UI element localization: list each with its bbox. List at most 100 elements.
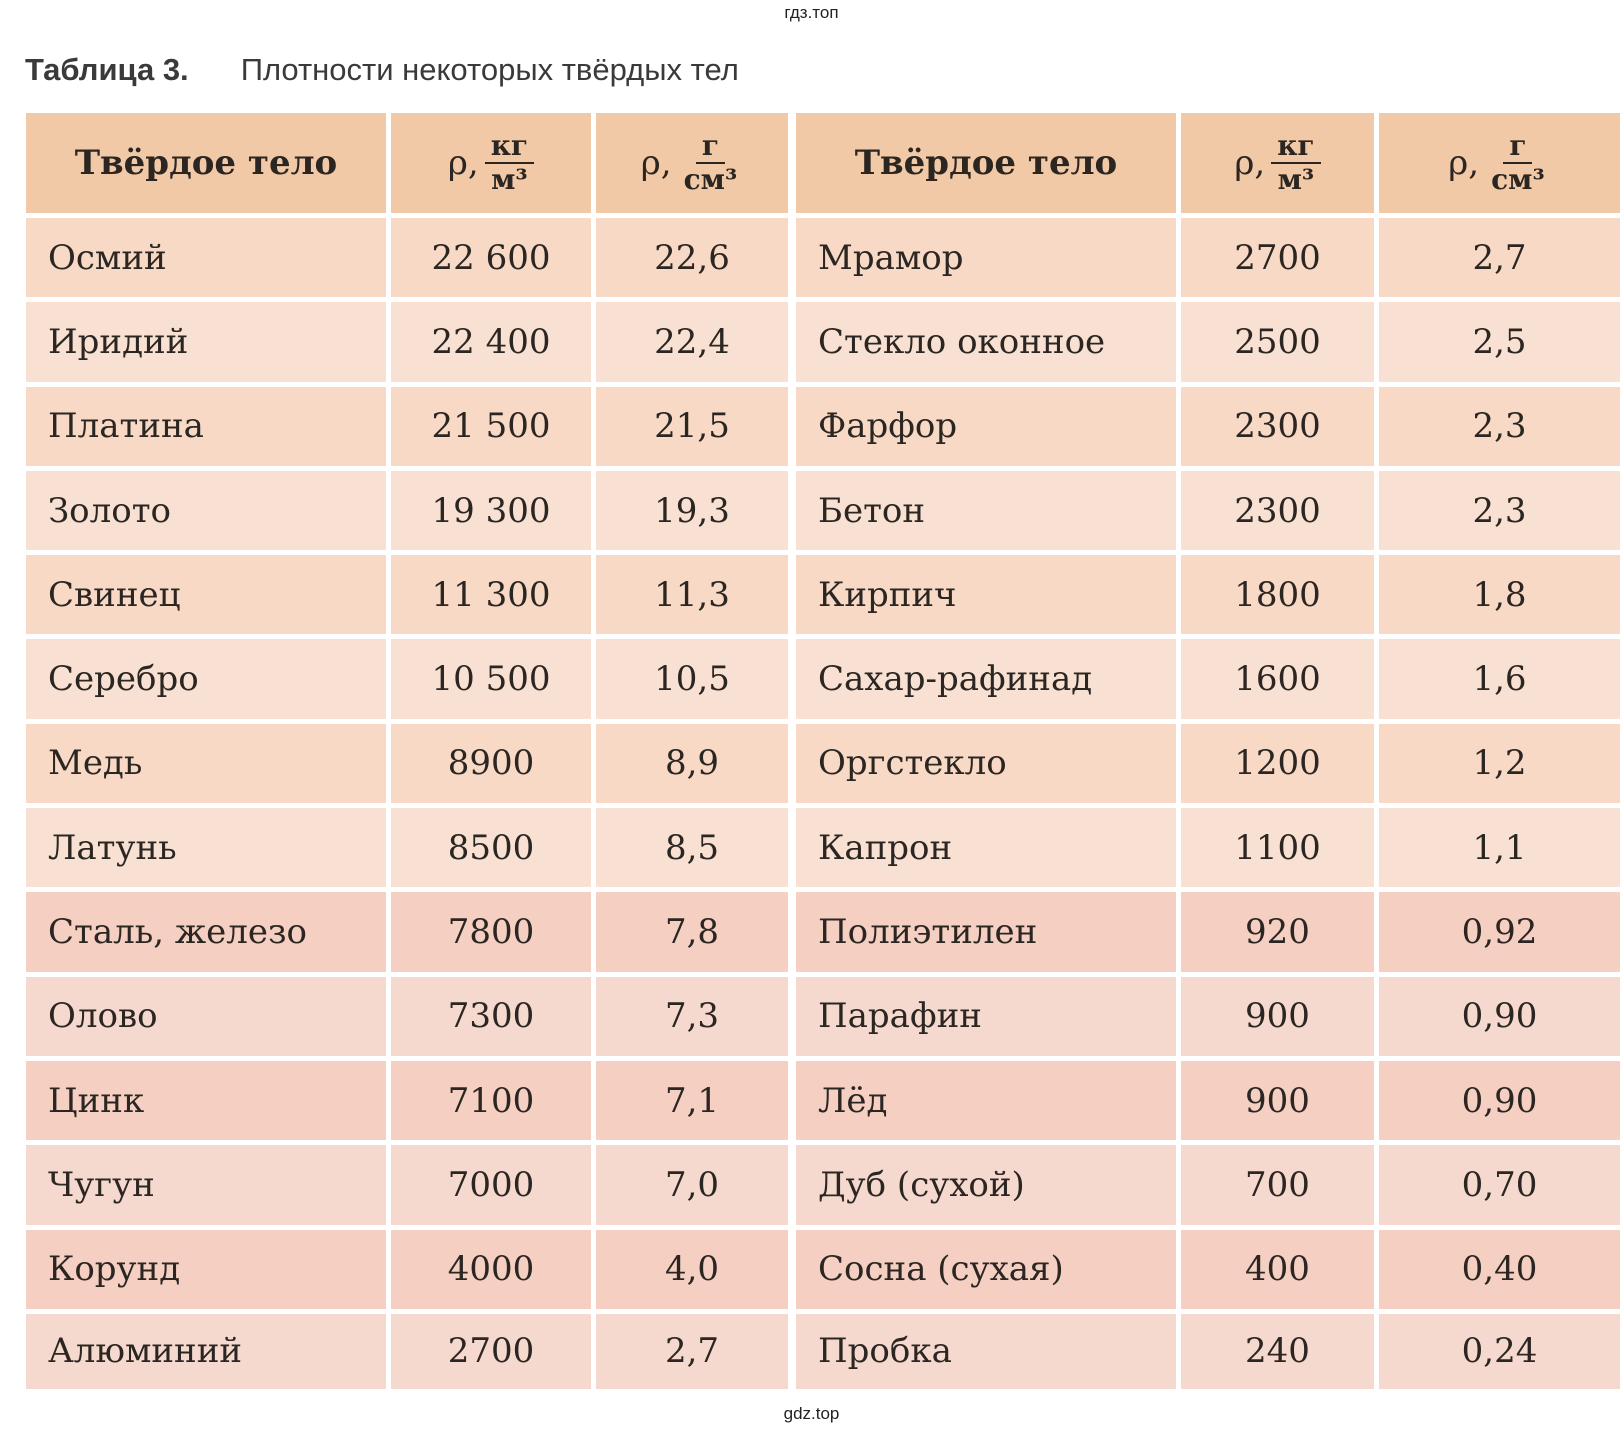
density-g-cm3-right: 1,1 <box>1379 808 1620 893</box>
header-kg-m3-left: ρ, кг м³ <box>391 113 596 218</box>
density-g-cm3-left: 7,8 <box>596 892 796 977</box>
density-g-cm3-left: 22,4 <box>596 302 796 387</box>
density-kg-m3-right: 1100 <box>1181 808 1379 893</box>
density-g-cm3-left: 8,5 <box>596 808 796 893</box>
density-g-cm3-right: 0,40 <box>1379 1229 1620 1314</box>
density-kg-m3-right: 2500 <box>1181 302 1379 387</box>
density-kg-m3-left: 22 600 <box>391 218 596 303</box>
table-row: Олово 7300 7,3 Парафин 900 0,90 <box>26 976 1620 1061</box>
solid-name-right: Оргстекло <box>796 723 1181 809</box>
density-kg-m3-left: 7300 <box>391 976 596 1061</box>
table-row: Золото 19 300 19,3 Бетон 2300 2,3 <box>26 470 1620 556</box>
table-row: Латунь 8500 8,5 Капрон 1100 1,1 <box>26 808 1620 893</box>
header-solid-right: Твёрдое тело <box>796 113 1181 218</box>
watermark-top: гдз.топ <box>784 3 839 22</box>
solid-name-left: Сталь, железо <box>26 892 391 977</box>
header-kg-m3-right: ρ, кг м³ <box>1181 113 1379 218</box>
density-g-cm3-right: 0,92 <box>1379 892 1620 977</box>
density-g-cm3-left: 22,6 <box>596 218 796 303</box>
density-kg-m3-right: 2700 <box>1181 218 1379 303</box>
density-kg-m3-left: 21 500 <box>391 386 596 471</box>
solid-name-right: Полиэтилен <box>796 892 1181 977</box>
solid-name-left: Латунь <box>26 808 391 893</box>
solid-name-left: Серебро <box>26 639 391 724</box>
table-title: Плотности некоторых твёрдых тел <box>240 52 739 87</box>
header-g-cm3-right: ρ, г см³ <box>1379 113 1620 218</box>
solid-name-left: Платина <box>26 386 391 471</box>
table-row: Медь 8900 8,9 Оргстекло 1200 1,2 <box>26 723 1620 809</box>
density-kg-m3-right: 900 <box>1181 976 1379 1061</box>
density-g-cm3-right: 0,24 <box>1379 1313 1620 1389</box>
density-g-cm3-left: 7,3 <box>596 976 796 1061</box>
solid-name-right: Бетон <box>796 470 1181 556</box>
table-row: Иридий 22 400 22,4 Стекло оконное 2500 2,5 <box>26 302 1620 387</box>
density-kg-m3-left: 7800 <box>391 892 596 977</box>
density-kg-m3-right: 1200 <box>1181 723 1379 809</box>
density-g-cm3-right: 1,8 <box>1379 555 1620 640</box>
density-g-cm3-right: 1,6 <box>1379 639 1620 724</box>
solid-name-left: Корунд <box>26 1229 391 1314</box>
header-g-cm3-left: ρ, г см³ <box>596 113 796 218</box>
table-row: Алюминий 2700 2,7 Пробка 240 0,24 <box>26 1313 1620 1389</box>
header-solid-left: Твёрдое тело <box>26 113 391 218</box>
table-row: Чугун 7000 7,0 Дуб (сухой) 700 0,70 <box>26 1145 1620 1230</box>
density-kg-m3-right: 1600 <box>1181 639 1379 724</box>
solid-name-right: Кирпич <box>796 555 1181 640</box>
density-kg-m3-right: 920 <box>1181 892 1379 977</box>
density-g-cm3-right: 2,7 <box>1379 218 1620 303</box>
density-g-cm3-left: 10,5 <box>596 639 796 724</box>
density-kg-m3-left: 8500 <box>391 808 596 893</box>
table-row: Корунд 4000 4,0 Сосна (сухая) 400 0,40 <box>26 1229 1620 1314</box>
solid-name-right: Пробка <box>796 1313 1181 1389</box>
table-number: Таблица 3. <box>25 52 189 87</box>
density-kg-m3-right: 700 <box>1181 1145 1379 1230</box>
solid-name-left: Алюминий <box>26 1313 391 1389</box>
solid-name-right: Фарфор <box>796 386 1181 471</box>
density-g-cm3-left: 4,0 <box>596 1229 796 1314</box>
density-kg-m3-right: 2300 <box>1181 470 1379 556</box>
solid-name-left: Свинец <box>26 555 391 640</box>
solid-name-right: Дуб (сухой) <box>796 1145 1181 1230</box>
density-kg-m3-left: 7100 <box>391 1060 596 1146</box>
density-kg-m3-right: 900 <box>1181 1060 1379 1146</box>
density-kg-m3-right: 240 <box>1181 1313 1379 1389</box>
table-row: Цинк 7100 7,1 Лёд 900 0,90 <box>26 1060 1620 1146</box>
solid-name-left: Золото <box>26 470 391 556</box>
table-caption: Таблица 3. Плотности некоторых твёрдых те… <box>25 52 739 88</box>
solid-name-right: Сахар-рафинад <box>796 639 1181 724</box>
density-kg-m3-left: 19 300 <box>391 470 596 556</box>
watermark-bottom: gdz.top <box>783 1404 840 1423</box>
solid-name-left: Иридий <box>26 302 391 387</box>
density-g-cm3-right: 0,90 <box>1379 976 1620 1061</box>
solid-name-left: Медь <box>26 723 391 809</box>
density-kg-m3-left: 8900 <box>391 723 596 809</box>
table-row: Платина 21 500 21,5 Фарфор 2300 2,3 <box>26 386 1620 471</box>
density-g-cm3-right: 2,3 <box>1379 386 1620 471</box>
density-kg-m3-left: 2700 <box>391 1313 596 1389</box>
density-kg-m3-right: 2300 <box>1181 386 1379 471</box>
density-kg-m3-left: 4000 <box>391 1229 596 1314</box>
table-row: Сталь, железо 7800 7,8 Полиэтилен 920 0,92 <box>26 892 1620 977</box>
density-kg-m3-right: 1800 <box>1181 555 1379 640</box>
solid-name-left: Олово <box>26 976 391 1061</box>
table-row: Серебро 10 500 10,5 Сахар-рафинад 1600 1,6 <box>26 639 1620 724</box>
density-g-cm3-right: 0,70 <box>1379 1145 1620 1230</box>
density-g-cm3-right: 1,2 <box>1379 723 1620 809</box>
density-g-cm3-left: 8,9 <box>596 723 796 809</box>
density-g-cm3-left: 19,3 <box>596 470 796 556</box>
solid-name-right: Сосна (сухая) <box>796 1229 1181 1314</box>
density-kg-m3-left: 22 400 <box>391 302 596 387</box>
density-kg-m3-left: 7000 <box>391 1145 596 1230</box>
solid-name-right: Капрон <box>796 808 1181 893</box>
solid-name-right: Стекло оконное <box>796 302 1181 387</box>
density-g-cm3-right: 2,5 <box>1379 302 1620 387</box>
density-g-cm3-left: 7,1 <box>596 1060 796 1146</box>
solid-name-left: Осмий <box>26 218 391 303</box>
table-row: Осмий 22 600 22,6 Мрамор 2700 2,7 <box>26 218 1620 303</box>
density-kg-m3-left: 10 500 <box>391 639 596 724</box>
density-kg-m3-left: 11 300 <box>391 555 596 640</box>
density-g-cm3-left: 11,3 <box>596 555 796 640</box>
solid-name-right: Парафин <box>796 976 1181 1061</box>
density-g-cm3-left: 7,0 <box>596 1145 796 1230</box>
